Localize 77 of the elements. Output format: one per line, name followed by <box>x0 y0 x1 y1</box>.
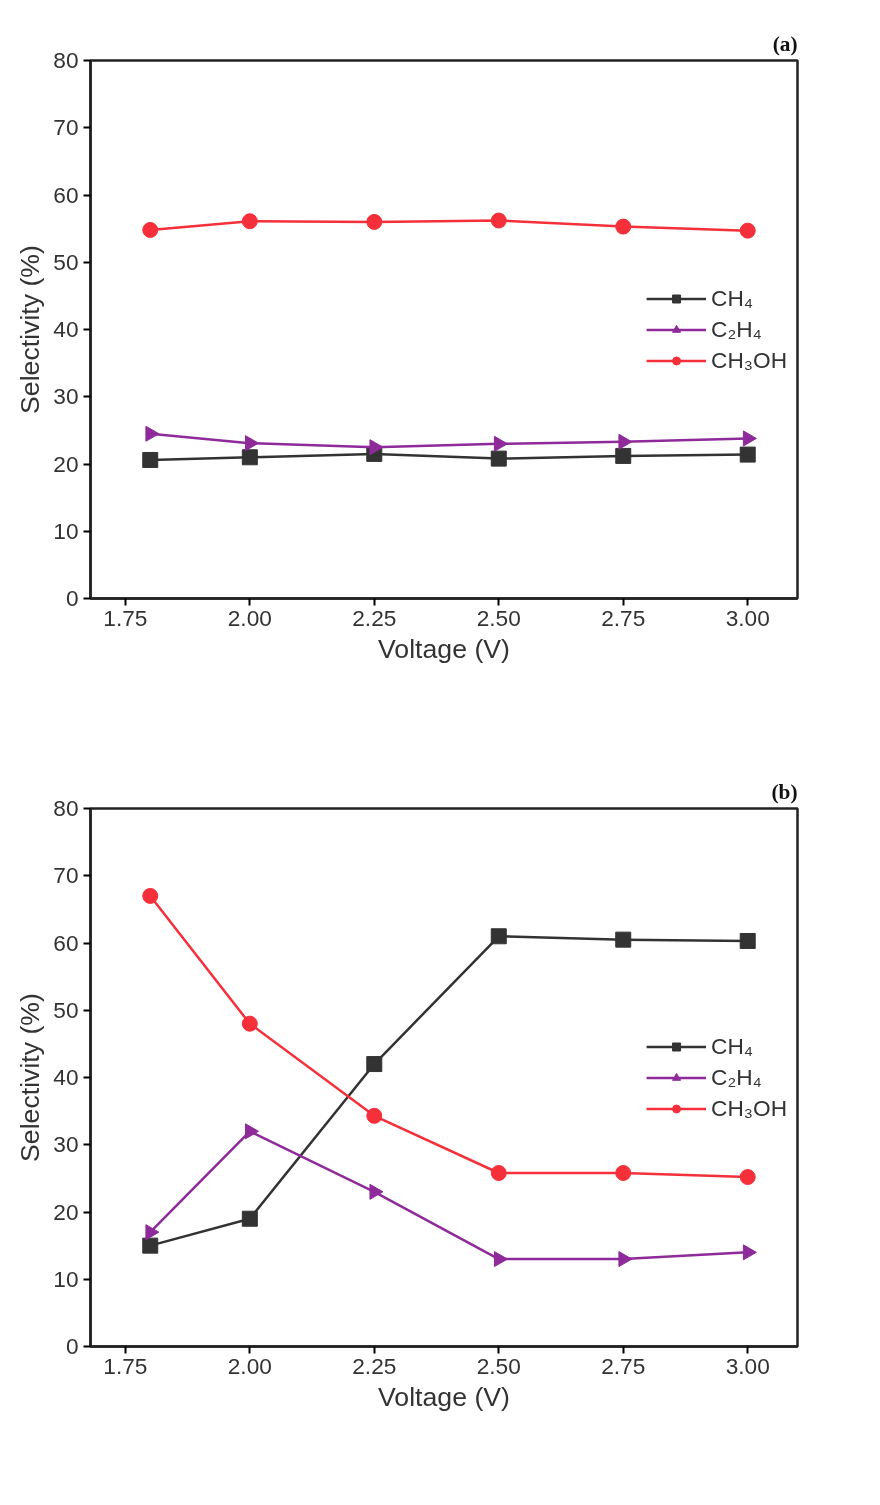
point <box>241 213 258 230</box>
point <box>618 433 633 450</box>
point <box>244 435 259 452</box>
y-axis-title: Selectivity (%) <box>15 245 46 414</box>
y-tick-label: 50 <box>53 248 79 275</box>
point <box>244 1123 259 1140</box>
x-tick-label: 2.25 <box>352 604 397 631</box>
point <box>615 931 632 948</box>
point <box>490 212 507 229</box>
legend-label: CH₄ <box>711 284 754 312</box>
y-tick-label: 0 <box>65 585 79 611</box>
x-tick-label: 3.00 <box>725 1352 770 1379</box>
legend-label: C₂H₄ <box>711 315 762 343</box>
legend-label: CH₃OH <box>711 1094 787 1122</box>
y-tick-label: 20 <box>53 1198 79 1225</box>
point <box>618 1251 633 1268</box>
point <box>739 222 756 239</box>
point <box>241 449 258 466</box>
y-tick-label: 60 <box>53 929 79 956</box>
point <box>615 447 632 464</box>
point <box>739 932 756 949</box>
y-tick-label: 40 <box>53 1064 79 1090</box>
point <box>615 1165 632 1181</box>
point <box>366 1107 383 1124</box>
legend-label: CH₄ <box>711 1032 754 1060</box>
y-tick-label: 80 <box>53 795 79 821</box>
legend-label: C₂H₄ <box>711 1063 762 1091</box>
point <box>490 450 507 467</box>
y-tick-label: 80 <box>53 47 79 73</box>
y-tick-label: 10 <box>53 1265 79 1292</box>
x-axis-title: Voltage (V) <box>378 1381 510 1412</box>
point <box>490 1165 507 1181</box>
point <box>142 1237 159 1254</box>
y-tick-label: 30 <box>53 1131 79 1158</box>
x-tick-label: 2.50 <box>476 1352 521 1379</box>
y-tick-label: 40 <box>53 316 79 342</box>
x-tick-label: 1.75 <box>103 604 148 631</box>
point <box>369 439 384 456</box>
point <box>145 425 160 442</box>
point <box>739 1169 756 1186</box>
point <box>366 213 383 230</box>
point <box>241 1210 258 1227</box>
point <box>615 218 632 235</box>
legend-label: CH₃OH <box>711 346 787 374</box>
point <box>142 451 159 468</box>
x-tick-label: 1.75 <box>103 1352 148 1379</box>
y-tick-label: 70 <box>53 114 79 141</box>
y-axis-title: Selectivity (%) <box>15 993 46 1162</box>
x-tick-label: 2.50 <box>476 604 521 631</box>
point <box>142 221 159 238</box>
x-tick-label: 2.00 <box>227 604 272 631</box>
x-tick-label: 3.00 <box>725 604 770 631</box>
y-tick-label: 60 <box>53 181 79 208</box>
point <box>366 1056 383 1073</box>
point <box>490 928 507 945</box>
text: (a) <box>772 31 798 56</box>
y-tick-label: 30 <box>53 383 79 410</box>
y-tick-label: 10 <box>53 517 79 544</box>
point <box>493 435 508 452</box>
point <box>145 1224 160 1241</box>
y-tick-label: 70 <box>53 862 79 889</box>
y-tick-label: 50 <box>53 996 79 1023</box>
point <box>369 1183 384 1200</box>
point <box>142 887 159 904</box>
x-tick-label: 2.75 <box>601 604 646 631</box>
x-tick-label: 2.25 <box>352 1352 397 1379</box>
point <box>493 1251 508 1268</box>
x-tick-label: 2.75 <box>601 1352 646 1379</box>
x-tick-label: 2.00 <box>227 1352 272 1379</box>
y-tick-label: 20 <box>53 450 79 477</box>
x-axis-title: Voltage (V) <box>378 633 510 664</box>
y-tick-label: 0 <box>65 1333 79 1359</box>
text: (b) <box>771 779 798 804</box>
point <box>241 1015 258 1032</box>
point <box>742 430 757 447</box>
point <box>742 1244 757 1261</box>
point <box>739 446 756 463</box>
